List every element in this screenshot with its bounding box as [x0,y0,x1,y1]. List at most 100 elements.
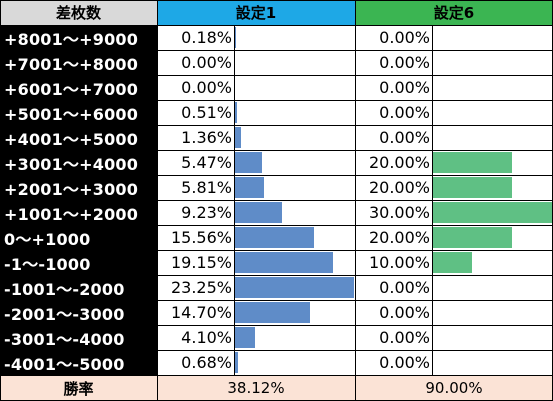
setting6-value: 0.00% [379,78,430,97]
setting6-bar-cell [432,225,553,250]
grid-line [432,25,433,375]
grid-line [0,200,553,201]
setting1-value: 0.51% [181,103,232,122]
grid-line [157,0,158,401]
setting1-bar-cell [234,75,355,100]
grid-line [0,375,553,376]
grid-line [0,275,553,276]
setting6-bar [432,202,552,223]
setting6-bar-cell [432,150,553,175]
grid-line [234,25,235,375]
row-label: +3001～+4000 [0,150,157,175]
setting1-bar-cell [234,50,355,75]
setting1-bar [234,127,242,148]
row-label: 0～+1000 [0,225,157,250]
header-setting6-cell: 設定6 [355,0,553,25]
setting1-bar-cell [234,250,355,275]
grid-line [0,300,553,301]
setting6-bar [432,227,512,248]
setting1-bar-cell [234,325,355,350]
setting6-bar-cell [432,200,553,225]
setting6-bar-cell [432,300,553,325]
setting6-value: 20.00% [368,228,430,247]
row-label: +1001～+2000 [0,200,157,225]
setting6-bar [432,152,512,173]
footer-label-cell: 勝率 [0,375,157,401]
setting6-value: 0.00% [379,53,430,72]
row-label: -2001～-3000 [0,300,157,325]
grid-line [0,0,553,1]
grid-line [0,50,553,51]
grid-line [0,150,553,151]
setting1-value: 5.47% [181,153,232,172]
setting1-value: 9.23% [181,203,232,222]
setting6-value: 20.00% [368,178,430,197]
row-label: +6001～+7000 [0,75,157,100]
setting6-bar [432,177,512,198]
setting6-bar-cell [432,75,553,100]
setting1-bar-cell [234,300,355,325]
grid-line [0,350,553,351]
setting6-value: 30.00% [368,203,430,222]
setting1-bar [234,227,315,248]
setting1-value: 1.36% [181,128,232,147]
setting1-bar-cell [234,100,355,125]
setting1-bar [234,302,310,323]
setting6-bar-cell [432,325,553,350]
row-label: +5001～+6000 [0,100,157,125]
header-setting1-cell: 設定1 [157,0,355,25]
setting1-value: 0.68% [181,353,232,372]
setting1-bar [234,252,333,273]
setting6-value: 0.00% [379,103,430,122]
grid-line [0,125,553,126]
setting6-bar-cell [432,175,553,200]
setting6-value: 0.00% [379,28,430,47]
setting6-value: 20.00% [368,153,430,172]
setting1-bar [234,352,238,373]
setting1-bar-cell [234,350,355,375]
row-label: +4001～+5000 [0,125,157,150]
setting6-bar [432,252,472,273]
setting1-bar [234,202,282,223]
setting1-bar [234,277,354,298]
setting6-bar-cell [432,25,553,50]
setting1-value: 14.70% [170,303,232,322]
setting1-bar [234,152,263,173]
setting6-bar-cell [432,350,553,375]
row-label: +7001～+8000 [0,50,157,75]
row-label: +8001～+9000 [0,25,157,50]
setting6-bar-cell [432,125,553,150]
row-label: -4001～-5000 [0,350,157,375]
row-label: +2001～+3000 [0,175,157,200]
setting1-bar-cell [234,200,355,225]
grid-line [0,225,553,226]
setting1-value: 15.56% [170,228,232,247]
grid-line [0,250,553,251]
setting1-bar-cell [234,25,355,50]
row-label: -3001～-4000 [0,325,157,350]
setting1-bar [234,177,264,198]
setting1-bar-cell [234,225,355,250]
setting1-bar [234,327,256,348]
footer-setting1-value: 38.12% [157,375,355,401]
setting6-value: 0.00% [379,128,430,147]
setting1-bar-cell [234,175,355,200]
setting6-bar-cell [432,250,553,275]
setting6-bar-cell [432,100,553,125]
setting1-value: 4.10% [181,328,232,347]
grid-line [0,25,553,26]
setting1-bar [234,27,236,48]
setting1-value: 23.25% [170,278,232,297]
setting1-bar-cell [234,275,355,300]
setting6-value: 0.00% [379,328,430,347]
setting1-value: 0.18% [181,28,232,47]
grid-line [355,0,356,401]
setting1-value: 19.15% [170,253,232,272]
setting1-bar-cell [234,150,355,175]
grid-line [0,75,553,76]
setting6-value: 0.00% [379,278,430,297]
setting1-bar-cell [234,125,355,150]
setting6-bar-cell [432,50,553,75]
grid-line [0,0,1,401]
